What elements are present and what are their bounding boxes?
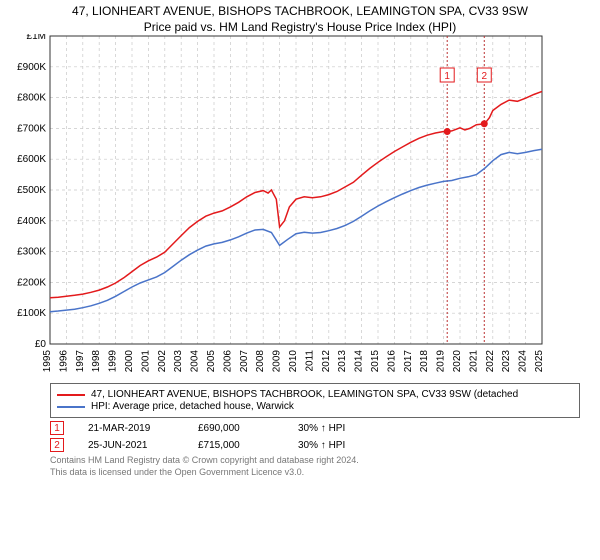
legend-label-hpi: HPI: Average price, detached house, Warw… [91,401,294,412]
sale-row-2: 2 25-JUN-2021 £715,000 30% ↑ HPI [50,438,580,452]
svg-text:2012: 2012 [321,350,332,373]
sales-table: 1 21-MAR-2019 £690,000 30% ↑ HPI 2 25-JU… [50,421,580,452]
chart-title-address: 47, LIONHEART AVENUE, BISHOPS TACHBROOK,… [0,4,600,18]
svg-text:2013: 2013 [337,350,348,373]
svg-text:2001: 2001 [140,350,151,373]
svg-text:2016: 2016 [386,350,397,373]
svg-text:£100K: £100K [17,308,46,319]
svg-text:2005: 2005 [206,350,217,373]
svg-text:1: 1 [444,71,450,82]
sale-pct-2: 30% ↑ HPI [298,440,408,451]
legend-swatch-hpi [57,406,85,408]
svg-text:2025: 2025 [534,350,545,373]
svg-text:2024: 2024 [518,350,529,373]
sale-pct-1: 30% ↑ HPI [298,423,408,434]
svg-text:2020: 2020 [452,350,463,373]
svg-text:£300K: £300K [17,247,46,258]
svg-text:£900K: £900K [17,62,46,73]
svg-text:1999: 1999 [108,350,119,373]
svg-text:2010: 2010 [288,350,299,373]
svg-text:2022: 2022 [485,350,496,373]
svg-text:2014: 2014 [354,350,365,373]
svg-text:2007: 2007 [239,350,250,373]
svg-text:1995: 1995 [42,350,53,373]
sale-date-1: 21-MAR-2019 [88,423,198,434]
svg-text:2000: 2000 [124,350,135,373]
sale-price-2: £715,000 [198,440,298,451]
svg-text:2003: 2003 [173,350,184,373]
legend-row-property: 47, LIONHEART AVENUE, BISHOPS TACHBROOK,… [57,389,573,400]
legend-swatch-property [57,394,85,396]
svg-text:2006: 2006 [222,350,233,373]
svg-text:2021: 2021 [468,350,479,373]
svg-text:2: 2 [481,71,487,82]
svg-text:2018: 2018 [419,350,430,373]
svg-text:2017: 2017 [403,350,414,373]
svg-text:2009: 2009 [272,350,283,373]
attribution-line2: This data is licensed under the Open Gov… [50,467,580,479]
sale-price-1: £690,000 [198,423,298,434]
svg-text:2023: 2023 [501,350,512,373]
legend-label-property: 47, LIONHEART AVENUE, BISHOPS TACHBROOK,… [91,389,518,400]
legend-row-hpi: HPI: Average price, detached house, Warw… [57,401,573,412]
svg-text:1996: 1996 [58,350,69,373]
svg-text:2002: 2002 [157,350,168,373]
svg-text:£0: £0 [35,339,47,350]
svg-text:1997: 1997 [75,350,86,373]
chart-title-block: 47, LIONHEART AVENUE, BISHOPS TACHBROOK,… [0,0,600,34]
svg-text:1998: 1998 [91,350,102,373]
svg-text:£400K: £400K [17,216,46,227]
sale-marker-1: 1 [50,421,64,435]
svg-text:2004: 2004 [190,350,201,373]
legend: 47, LIONHEART AVENUE, BISHOPS TACHBROOK,… [50,383,580,418]
attribution: Contains HM Land Registry data © Crown c… [50,455,580,478]
svg-text:£1M: £1M [27,34,46,42]
svg-text:£700K: £700K [17,123,46,134]
chart-svg: £0 £100K £200K £300K £400K £500K £600K £700K £80… [0,34,546,374]
svg-text:2008: 2008 [255,350,266,373]
svg-text:£200K: £200K [17,277,46,288]
svg-text:£500K: £500K [17,185,46,196]
price-chart: £0 £100K £200K £300K £400K £500K £600K £700K £80… [0,34,600,379]
svg-text:£800K: £800K [17,93,46,104]
svg-text:£600K: £600K [17,154,46,165]
svg-text:2019: 2019 [436,350,447,373]
sale-row-1: 1 21-MAR-2019 £690,000 30% ↑ HPI [50,421,580,435]
attribution-line1: Contains HM Land Registry data © Crown c… [50,455,580,467]
sale-date-2: 25-JUN-2021 [88,440,198,451]
sale-marker-2: 2 [50,438,64,452]
svg-text:2015: 2015 [370,350,381,373]
chart-subtitle: Price paid vs. HM Land Registry's House … [0,20,600,34]
svg-text:2011: 2011 [304,350,315,372]
